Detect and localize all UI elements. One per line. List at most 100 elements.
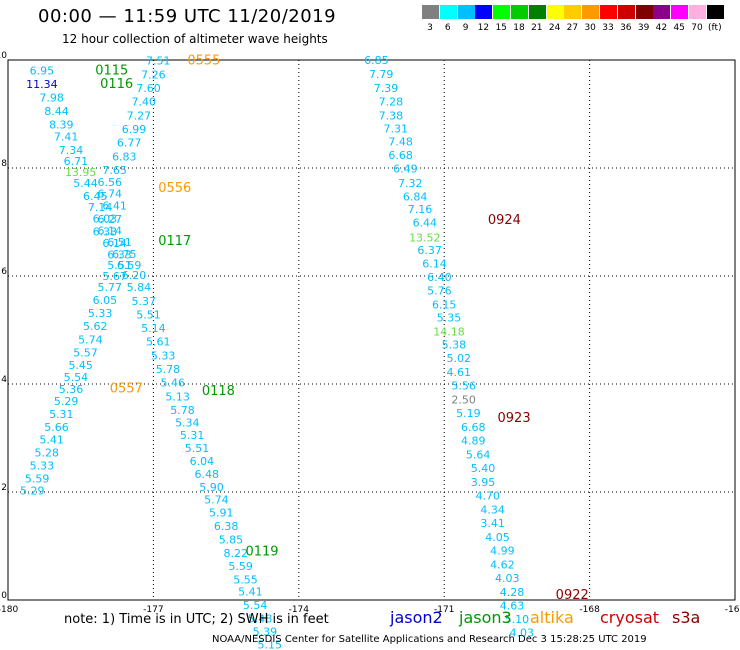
time-label: 0115 bbox=[95, 64, 128, 79]
color-scale-label: 39 bbox=[637, 23, 650, 33]
wave-height-point: 3.95 bbox=[471, 476, 496, 489]
wave-height-point: 5.76 bbox=[427, 284, 452, 297]
wave-height-point: 6.04 bbox=[190, 455, 215, 468]
wave-height-point: 5.78 bbox=[170, 404, 195, 417]
wave-height-point: 4.89 bbox=[461, 434, 486, 447]
wave-height-point: 5.78 bbox=[156, 363, 181, 376]
wave-height-point: 5.59 bbox=[228, 560, 253, 573]
color-scale-label: 45 bbox=[673, 23, 685, 33]
wave-height-point: 5.51 bbox=[107, 259, 132, 272]
legend-cryosat: cryosat bbox=[600, 608, 660, 627]
color-scale-label: 15 bbox=[495, 23, 507, 33]
wave-height-point: 5.34 bbox=[175, 417, 200, 430]
wave-height-point: 6.99 bbox=[122, 123, 147, 136]
wave-height-point: 6.51 bbox=[107, 236, 132, 249]
color-swatch bbox=[671, 5, 689, 19]
y-tick-label: 4 bbox=[1, 375, 7, 385]
color-swatch bbox=[439, 5, 457, 19]
wave-height-point: 4.62 bbox=[490, 559, 515, 572]
wave-height-point: 7.28 bbox=[379, 95, 404, 108]
legend-jason2: jason2 bbox=[390, 608, 443, 627]
color-scale-label: 70 bbox=[691, 23, 703, 33]
wave-height-point: 7.31 bbox=[383, 122, 408, 135]
wave-height-point: 5.33 bbox=[151, 350, 176, 363]
chart-subtitle: 12 hour collection of altimeter wave hei… bbox=[62, 32, 328, 46]
wave-height-point: 5.41 bbox=[39, 433, 64, 446]
x-tick-label: -168 bbox=[579, 605, 600, 615]
wave-height-point: 6.68 bbox=[388, 149, 413, 162]
wave-height-point: 7.32 bbox=[398, 177, 423, 190]
wave-height-point: 5.33 bbox=[30, 459, 55, 472]
wave-height-point: 6.75 bbox=[112, 248, 137, 261]
wave-height-point: 5.38 bbox=[442, 338, 467, 351]
wave-height-point: 4.34 bbox=[480, 504, 505, 517]
wave-height-point: 6.44 bbox=[413, 216, 438, 229]
color-swatch bbox=[706, 5, 724, 19]
wave-height-point: 2.50 bbox=[451, 393, 476, 406]
color-scale-label: 27 bbox=[566, 23, 579, 33]
color-swatch bbox=[528, 5, 546, 19]
wave-height-point: 5.74 bbox=[78, 334, 103, 347]
color-swatch bbox=[689, 5, 706, 19]
wave-height-point: 11.34 bbox=[26, 78, 58, 91]
wave-height-point: 5.61 bbox=[146, 336, 171, 349]
wave-height-point: 5.31 bbox=[49, 408, 74, 421]
wave-height-point: 5.91 bbox=[209, 506, 234, 519]
color-scale-label: 9 bbox=[462, 23, 469, 33]
wave-height-point: 6.05 bbox=[93, 294, 118, 307]
wave-height-point: 5.39 bbox=[253, 626, 278, 639]
legend-s3a: s3a bbox=[672, 608, 701, 627]
wave-height-point: 5.45 bbox=[68, 359, 93, 372]
wave-height-point: 6.14 bbox=[98, 224, 123, 237]
color-scale-label: 6 bbox=[444, 23, 451, 33]
time-label: 0117 bbox=[158, 234, 191, 249]
color-swatch bbox=[653, 5, 671, 19]
color-swatch bbox=[600, 5, 617, 19]
wave-height-point: 5.84 bbox=[127, 281, 152, 294]
wave-height-point: 6.14 bbox=[102, 237, 127, 250]
wave-height-point: 5.13 bbox=[165, 391, 190, 404]
wave-height-point: 6.74 bbox=[98, 188, 123, 201]
wave-height-point: 6.49 bbox=[393, 162, 418, 175]
color-swatch bbox=[564, 5, 582, 19]
wave-height-point: 4.63 bbox=[500, 600, 525, 613]
wave-height-point: 7.26 bbox=[141, 68, 166, 81]
time-label: 0557 bbox=[110, 382, 143, 397]
wave-height-point: 7.16 bbox=[408, 203, 433, 216]
wave-height-point: 5.10 bbox=[505, 613, 530, 626]
x-tick-label: -177 bbox=[143, 605, 163, 615]
wave-height-point: 6.45 bbox=[83, 190, 108, 203]
wave-height-point: 6.41 bbox=[102, 200, 127, 213]
color-scale-label: 33 bbox=[602, 23, 614, 33]
wave-height-point: 6.37 bbox=[417, 244, 442, 257]
wave-height-point: 7.27 bbox=[127, 109, 152, 122]
time-label: 0119 bbox=[245, 545, 278, 560]
wave-height-point: 6.33 bbox=[107, 249, 132, 262]
wave-height-point: 5.29 bbox=[54, 395, 79, 408]
wave-height-point: 6.33 bbox=[93, 226, 118, 239]
wave-height-point: 5.54 bbox=[243, 599, 268, 612]
wave-height-point: 5.85 bbox=[219, 533, 244, 546]
wave-height-point: 4.03 bbox=[495, 572, 520, 585]
wave-height-point: 6.03 bbox=[93, 213, 118, 226]
wave-height-point: 14.18 bbox=[433, 325, 465, 338]
color-swatch bbox=[493, 5, 511, 19]
x-tick-label: -180 bbox=[0, 605, 18, 615]
wave-height-point: 5.41 bbox=[238, 586, 263, 599]
wave-height-point: 5.44 bbox=[73, 177, 98, 190]
color-swatch bbox=[635, 5, 653, 19]
wave-height-point: 6.20 bbox=[122, 269, 147, 282]
wave-height-point: 5.02 bbox=[446, 352, 471, 365]
wave-height-point: 3.41 bbox=[480, 517, 505, 530]
wave-height-point: 5.31 bbox=[180, 429, 205, 442]
wave-height-point: 5.14 bbox=[141, 322, 166, 335]
wave-height-point: 6.85 bbox=[364, 54, 389, 67]
wave-height-point: 4.28 bbox=[500, 586, 525, 599]
wave-height-point: 5.57 bbox=[73, 346, 98, 359]
wave-height-point: 5.28 bbox=[35, 446, 60, 459]
time-label: 0924 bbox=[488, 213, 521, 228]
color-scale-label: 30 bbox=[584, 23, 596, 33]
wave-height-point: 8.39 bbox=[49, 119, 74, 132]
wave-height-point: 6.71 bbox=[64, 155, 89, 168]
wave-height-point: 7.65 bbox=[102, 164, 127, 177]
